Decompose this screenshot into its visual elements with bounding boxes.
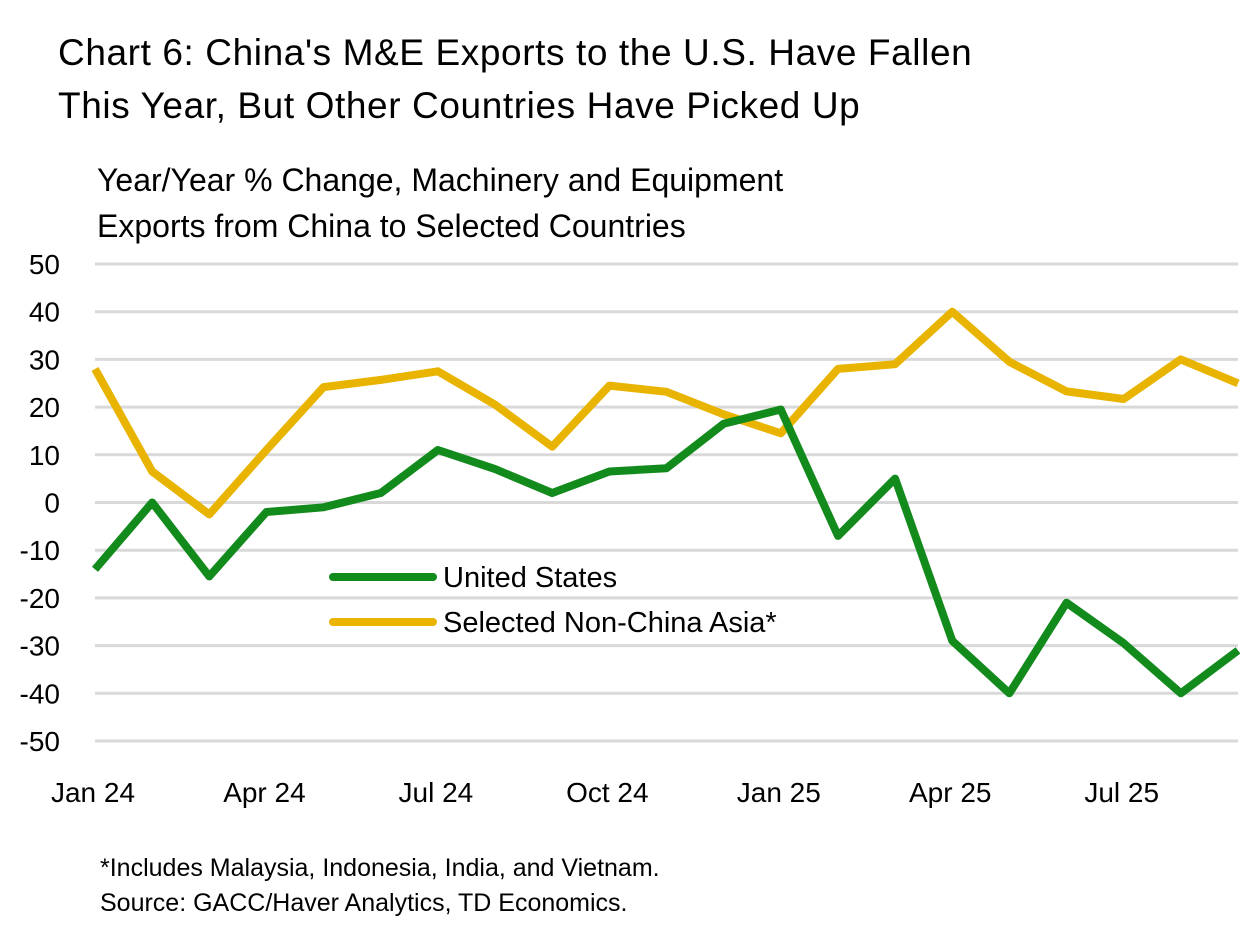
x-tick-label: Jan 24 (51, 777, 135, 808)
y-tick-label: -50 (20, 726, 60, 757)
series-line-united-states (91, 405, 1240, 698)
y-tick-label: 10 (29, 440, 60, 471)
chart-title-line-1: Chart 6: China's M&E Exports to the U.S.… (58, 32, 973, 73)
x-axis-tick-labels: Jan 24 Apr 24 Jul 24 Oct 24 Jan 25 Apr 25 Jul … (51, 777, 1159, 808)
x-tick-label: Jan 25 (737, 777, 821, 808)
legend-label: United States (443, 562, 617, 594)
y-tick-label: 50 (29, 249, 60, 280)
chart-subtitle-line-1: Year/Year % Change, Machinery and Equipm… (97, 162, 784, 198)
y-tick-label: 30 (29, 344, 60, 375)
y-tick-label: -40 (20, 678, 60, 709)
chart-subtitle: Year/Year % Change, Machinery and Equipm… (97, 157, 1197, 249)
y-axis-tick-labels: 50 40 30 20 10 0 -10 -20 -30 -40 -50 (20, 249, 60, 757)
y-tick-label: 20 (29, 392, 60, 423)
x-tick-label: Apr 25 (909, 777, 992, 808)
y-tick-label: 0 (44, 488, 60, 519)
chart-title-line-2: This Year, But Other Countries Have Pick… (58, 85, 861, 126)
x-tick-label: Oct 24 (566, 777, 648, 808)
series-line-selected-non-china-asia (91, 307, 1240, 519)
y-tick-label: -20 (20, 583, 60, 614)
x-tick-label: Apr 24 (223, 777, 306, 808)
chart-title: Chart 6: China's M&E Exports to the U.S.… (58, 26, 1218, 132)
chart-footnote: *Includes Malaysia, Indonesia, India, an… (100, 851, 660, 921)
footnote-source: Source: GACC/Haver Analytics, TD Economi… (100, 889, 628, 917)
series-lines (91, 307, 1240, 698)
footnote-includes: *Includes Malaysia, Indonesia, India, an… (100, 854, 660, 882)
y-tick-label: -30 (20, 631, 60, 662)
legend-label: Selected Non-China Asia* (443, 607, 777, 639)
x-tick-label: Jul 25 (1084, 777, 1159, 808)
y-tick-label: 40 (29, 297, 60, 328)
chart-subtitle-line-2: Exports from China to Selected Countries (97, 208, 686, 244)
legend: United States Selected Non-China Asia* (329, 562, 777, 639)
gridlines (95, 262, 1238, 743)
y-tick-label: -10 (20, 535, 60, 566)
x-tick-label: Jul 24 (399, 777, 474, 808)
